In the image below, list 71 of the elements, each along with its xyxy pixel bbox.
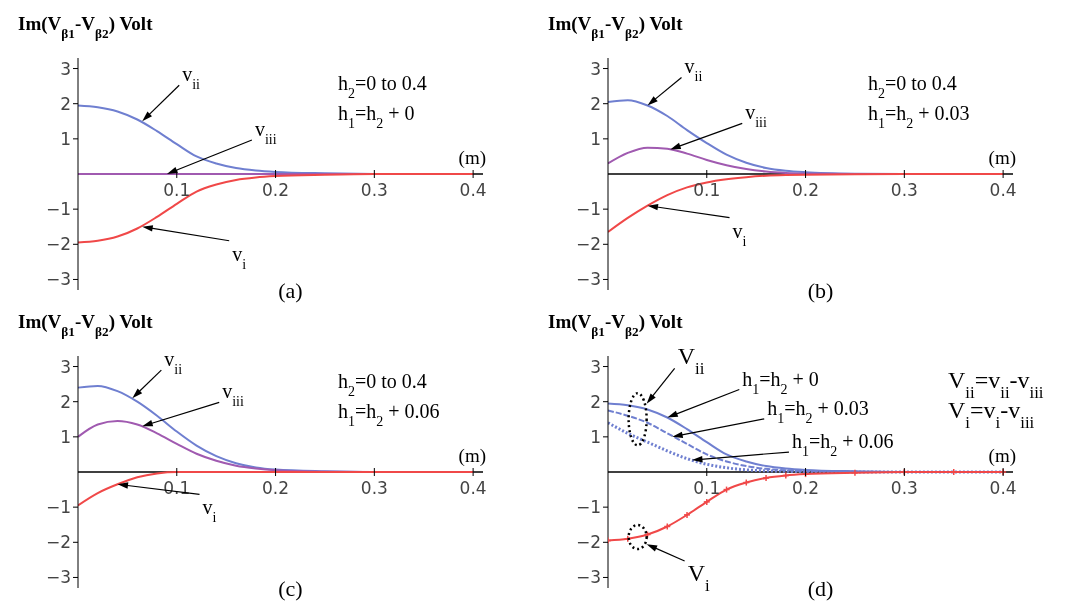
y-tick-label: 3	[60, 356, 71, 377]
text: (a)	[278, 278, 303, 303]
y-tick-label: −3	[575, 269, 601, 290]
y-tick-label: −2	[45, 532, 71, 553]
y-tick-label: 2	[590, 391, 601, 412]
annotation: h$_{1}$=h$_{2}$ + 0.03	[868, 102, 970, 131]
y-tick-label: −1	[575, 497, 601, 518]
annotation: h$_{2}$=0 to 0.4	[338, 370, 427, 399]
annotation: h$_{1}$=h$_{2}$ + 0	[742, 367, 819, 397]
annotation: v$_{i}$	[232, 242, 247, 272]
annotation: v$_{ii}$	[164, 348, 183, 377]
x-tick-label: 0.4	[459, 180, 487, 200]
y-tick-label: 3	[60, 58, 71, 79]
y-axis-title: Im(V$_{β1}$-V$_{β2}$) Volt	[18, 13, 154, 41]
y-tick-label: 1	[590, 128, 601, 149]
x-tick-label: 0.2	[792, 478, 820, 498]
annotation: v$_{ii}$	[684, 55, 703, 84]
y-tick-label: 2	[60, 391, 71, 412]
y-tick-label: −1	[45, 199, 71, 220]
annotation: v$_{i}$	[732, 219, 747, 249]
y-axis-title: Im(V$_{β1}$-V$_{β2}$) Volt	[548, 13, 684, 41]
y-tick-label: 3	[590, 356, 601, 377]
x-axis-title: (m)	[458, 445, 486, 467]
x-tick-label: 0.3	[890, 180, 918, 200]
annotation: h$_{1}$=h$_{2}$ + 0.06	[791, 430, 894, 459]
annotation: v$_{iii}$	[745, 101, 768, 130]
x-axis-title: (m)	[988, 445, 1016, 467]
x-tick-label: 0.3	[360, 180, 388, 200]
y-tick-label: 1	[60, 426, 71, 447]
annotation: V$_{i}$	[687, 560, 710, 595]
x-tick-label: 0.2	[262, 180, 290, 200]
y-tick-label: −1	[45, 497, 71, 518]
x-tick-label: 0.1	[693, 478, 721, 498]
x-tick-label: 0.3	[360, 478, 388, 498]
x-tick-label: 0.1	[163, 180, 191, 200]
x-tick-label: 0.1	[693, 180, 721, 200]
text: (c)	[278, 576, 303, 601]
annotation: h$_{1}$=h$_{2}$ + 0	[338, 102, 415, 131]
y-axis-title: Im(V$_{β1}$-V$_{β2}$) Volt	[548, 311, 684, 339]
y-tick-label: 2	[590, 93, 601, 114]
y-tick-label: −3	[45, 269, 71, 290]
x-tick-label: 0.4	[989, 180, 1017, 200]
annotation: v$_{i}$	[202, 496, 217, 525]
annotation: v$_{iii}$	[222, 380, 244, 409]
y-axis-title: Im(V$_{β1}$-V$_{β2}$) Volt	[18, 311, 154, 339]
annotation: h$_{1}$=h$_{2}$ + 0.06	[338, 400, 440, 429]
x-tick-label: 0.2	[262, 478, 290, 498]
y-tick-label: −1	[575, 199, 601, 220]
annotation: h$_{2}$=0 to 0.4	[338, 72, 427, 101]
x-axis-title: (m)	[988, 147, 1016, 169]
annotation: h$_{1}$=h$_{2}$ + 0.03	[767, 396, 869, 426]
y-tick-label: −3	[575, 567, 601, 588]
annotation: v$_{ii}$	[182, 63, 201, 92]
annotation: v$_{iii}$	[254, 118, 277, 147]
x-axis-title: (m)	[458, 147, 486, 169]
y-tick-label: 1	[60, 128, 71, 149]
y-tick-label: 1	[590, 426, 601, 447]
y-tick-label: 3	[590, 58, 601, 79]
annotation: V$_{ii}$	[677, 343, 705, 378]
y-tick-label: 2	[60, 93, 71, 114]
x-tick-label: 0.4	[989, 478, 1017, 498]
y-tick-label: −2	[575, 234, 601, 255]
x-tick-label: 0.4	[459, 478, 487, 498]
y-tick-label: −2	[575, 532, 601, 553]
text: (b)	[807, 278, 834, 303]
x-tick-label: 0.3	[890, 478, 918, 498]
x-tick-label: 0.2	[792, 180, 820, 200]
y-tick-label: −3	[45, 567, 71, 588]
annotation: h$_{2}$=0 to 0.4	[868, 72, 957, 101]
text: (d)	[807, 576, 834, 601]
y-tick-label: −2	[45, 234, 71, 255]
